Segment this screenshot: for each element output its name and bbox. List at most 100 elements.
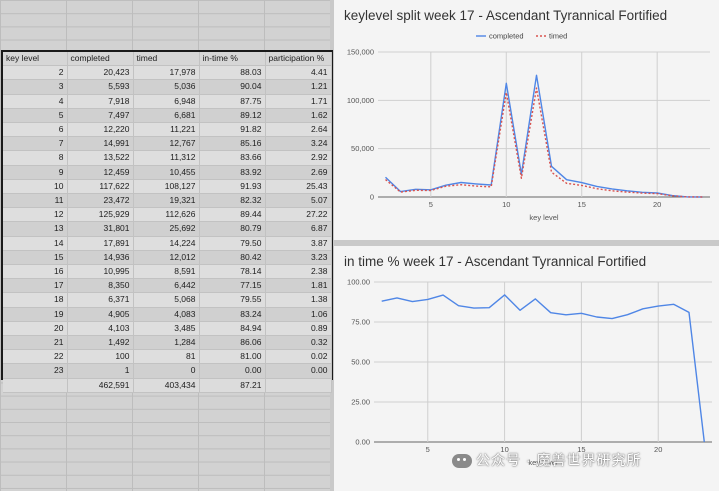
table-cell[interactable]: 4,083	[133, 307, 200, 322]
table-cell[interactable]: 112,626	[133, 207, 200, 223]
table-cell[interactable]: 4	[3, 94, 68, 109]
table-cell[interactable]: 7	[3, 136, 68, 152]
table-cell[interactable]: 6,442	[133, 278, 200, 294]
table-cell[interactable]: 125,929	[67, 207, 134, 223]
table-cell[interactable]: 90.04	[199, 79, 266, 95]
table-cell[interactable]: 6	[3, 122, 68, 138]
table-cell[interactable]: 19,321	[133, 193, 200, 209]
table-cell[interactable]: 25,692	[133, 221, 200, 237]
table-cell[interactable]: 108,127	[133, 179, 200, 195]
table-cell[interactable]: 18	[3, 292, 68, 308]
table-cell[interactable]: 31,801	[67, 221, 134, 237]
table-cell[interactable]: 1.71	[265, 94, 332, 109]
table-cell[interactable]: 11	[3, 193, 68, 209]
table-cell[interactable]: 2.92	[265, 150, 332, 166]
header-participation[interactable]: participation %	[265, 52, 332, 67]
table-cell[interactable]: 81	[133, 349, 200, 365]
table-cell[interactable]: 4,905	[67, 307, 134, 322]
table-cell[interactable]: 9	[3, 165, 68, 180]
table-cell[interactable]: 10,995	[67, 264, 134, 280]
table-cell[interactable]: 117,622	[67, 179, 134, 195]
table-cell[interactable]: 23,472	[67, 193, 134, 209]
table-cell[interactable]: 82.32	[199, 193, 266, 209]
table-cell[interactable]: 21	[3, 335, 68, 351]
table-cell[interactable]: 83.92	[199, 165, 266, 180]
table-cell[interactable]: 80.42	[199, 250, 266, 266]
table-cell[interactable]: 14,991	[67, 136, 134, 152]
table-cell[interactable]: 6,948	[133, 94, 200, 109]
table-total-cell[interactable]: 87.21	[199, 378, 266, 393]
table-cell[interactable]: 19	[3, 307, 68, 322]
table-cell[interactable]: 3.23	[265, 250, 332, 266]
table-cell[interactable]: 100	[67, 349, 134, 365]
table-cell[interactable]: 1	[67, 363, 134, 379]
table-cell[interactable]: 4,103	[67, 321, 134, 337]
table-total-cell[interactable]	[265, 378, 332, 393]
table-cell[interactable]: 1,284	[133, 335, 200, 351]
table-cell[interactable]: 79.50	[199, 236, 266, 251]
table-cell[interactable]: 14,936	[67, 250, 134, 266]
table-cell[interactable]: 89.44	[199, 207, 266, 223]
table-cell[interactable]: 17	[3, 278, 68, 294]
table-cell[interactable]: 23	[3, 363, 68, 379]
table-cell[interactable]: 0.00	[265, 363, 332, 379]
table-cell[interactable]: 1,492	[67, 335, 134, 351]
header-in-time[interactable]: in-time %	[199, 52, 266, 67]
table-cell[interactable]: 10,455	[133, 165, 200, 180]
table-cell[interactable]: 87.75	[199, 94, 266, 109]
table-cell[interactable]: 1.38	[265, 292, 332, 308]
table-cell[interactable]: 5,036	[133, 79, 200, 95]
table-cell[interactable]: 5	[3, 108, 68, 124]
table-total-cell[interactable]: 462,591	[67, 378, 134, 393]
table-cell[interactable]: 27.22	[265, 207, 332, 223]
table-cell[interactable]: 10	[3, 179, 68, 195]
header-completed[interactable]: completed	[67, 52, 134, 67]
table-cell[interactable]: 88.03	[199, 65, 266, 81]
table-cell[interactable]: 2.69	[265, 165, 332, 180]
table-cell[interactable]: 3.87	[265, 236, 332, 251]
header-timed[interactable]: timed	[133, 52, 200, 67]
table-cell[interactable]: 20,423	[67, 65, 134, 81]
table-cell[interactable]: 0.00	[199, 363, 266, 379]
table-cell[interactable]: 11,221	[133, 122, 200, 138]
table-cell[interactable]: 85.16	[199, 136, 266, 152]
table-cell[interactable]: 20	[3, 321, 68, 337]
table-cell[interactable]: 14	[3, 236, 68, 251]
table-cell[interactable]: 6.87	[265, 221, 332, 237]
table-cell[interactable]: 2.38	[265, 264, 332, 280]
table-cell[interactable]: 0	[133, 363, 200, 379]
table-cell[interactable]: 14,224	[133, 236, 200, 251]
table-cell[interactable]: 6,371	[67, 292, 134, 308]
table-cell[interactable]: 15	[3, 250, 68, 266]
table-cell[interactable]: 86.06	[199, 335, 266, 351]
table-cell[interactable]: 1.81	[265, 278, 332, 294]
table-cell[interactable]: 6,681	[133, 108, 200, 124]
table-cell[interactable]: 11,312	[133, 150, 200, 166]
table-cell[interactable]: 13,522	[67, 150, 134, 166]
table-cell[interactable]: 22	[3, 349, 68, 365]
table-cell[interactable]: 1.06	[265, 307, 332, 322]
table-cell[interactable]: 89.12	[199, 108, 266, 124]
table-cell[interactable]: 25.43	[265, 179, 332, 195]
table-cell[interactable]: 16	[3, 264, 68, 280]
table-cell[interactable]: 1.21	[265, 79, 332, 95]
table-cell[interactable]: 3,485	[133, 321, 200, 337]
table-cell[interactable]: 2.64	[265, 122, 332, 138]
in-time-percent-chart[interactable]: 0.00 25.00 50.00 75.00 100.00 5 10 15 20 key leve…	[334, 246, 719, 491]
table-cell[interactable]: 1.62	[265, 108, 332, 124]
table-cell[interactable]: 12,012	[133, 250, 200, 266]
table-cell[interactable]: 81.00	[199, 349, 266, 365]
table-cell[interactable]: 83.66	[199, 150, 266, 166]
table-cell[interactable]: 5,593	[67, 79, 134, 95]
table-cell[interactable]: 83.24	[199, 307, 266, 322]
header-key-level[interactable]: key level	[3, 52, 68, 67]
table-cell[interactable]: 2	[3, 65, 68, 81]
table-cell[interactable]: 0.89	[265, 321, 332, 337]
table-cell[interactable]: 3.24	[265, 136, 332, 152]
table-total-cell[interactable]	[3, 378, 68, 393]
table-cell[interactable]: 8,350	[67, 278, 134, 294]
table-cell[interactable]: 5,068	[133, 292, 200, 308]
table-cell[interactable]: 84.94	[199, 321, 266, 337]
table-cell[interactable]: 77.15	[199, 278, 266, 294]
table-cell[interactable]: 78.14	[199, 264, 266, 280]
